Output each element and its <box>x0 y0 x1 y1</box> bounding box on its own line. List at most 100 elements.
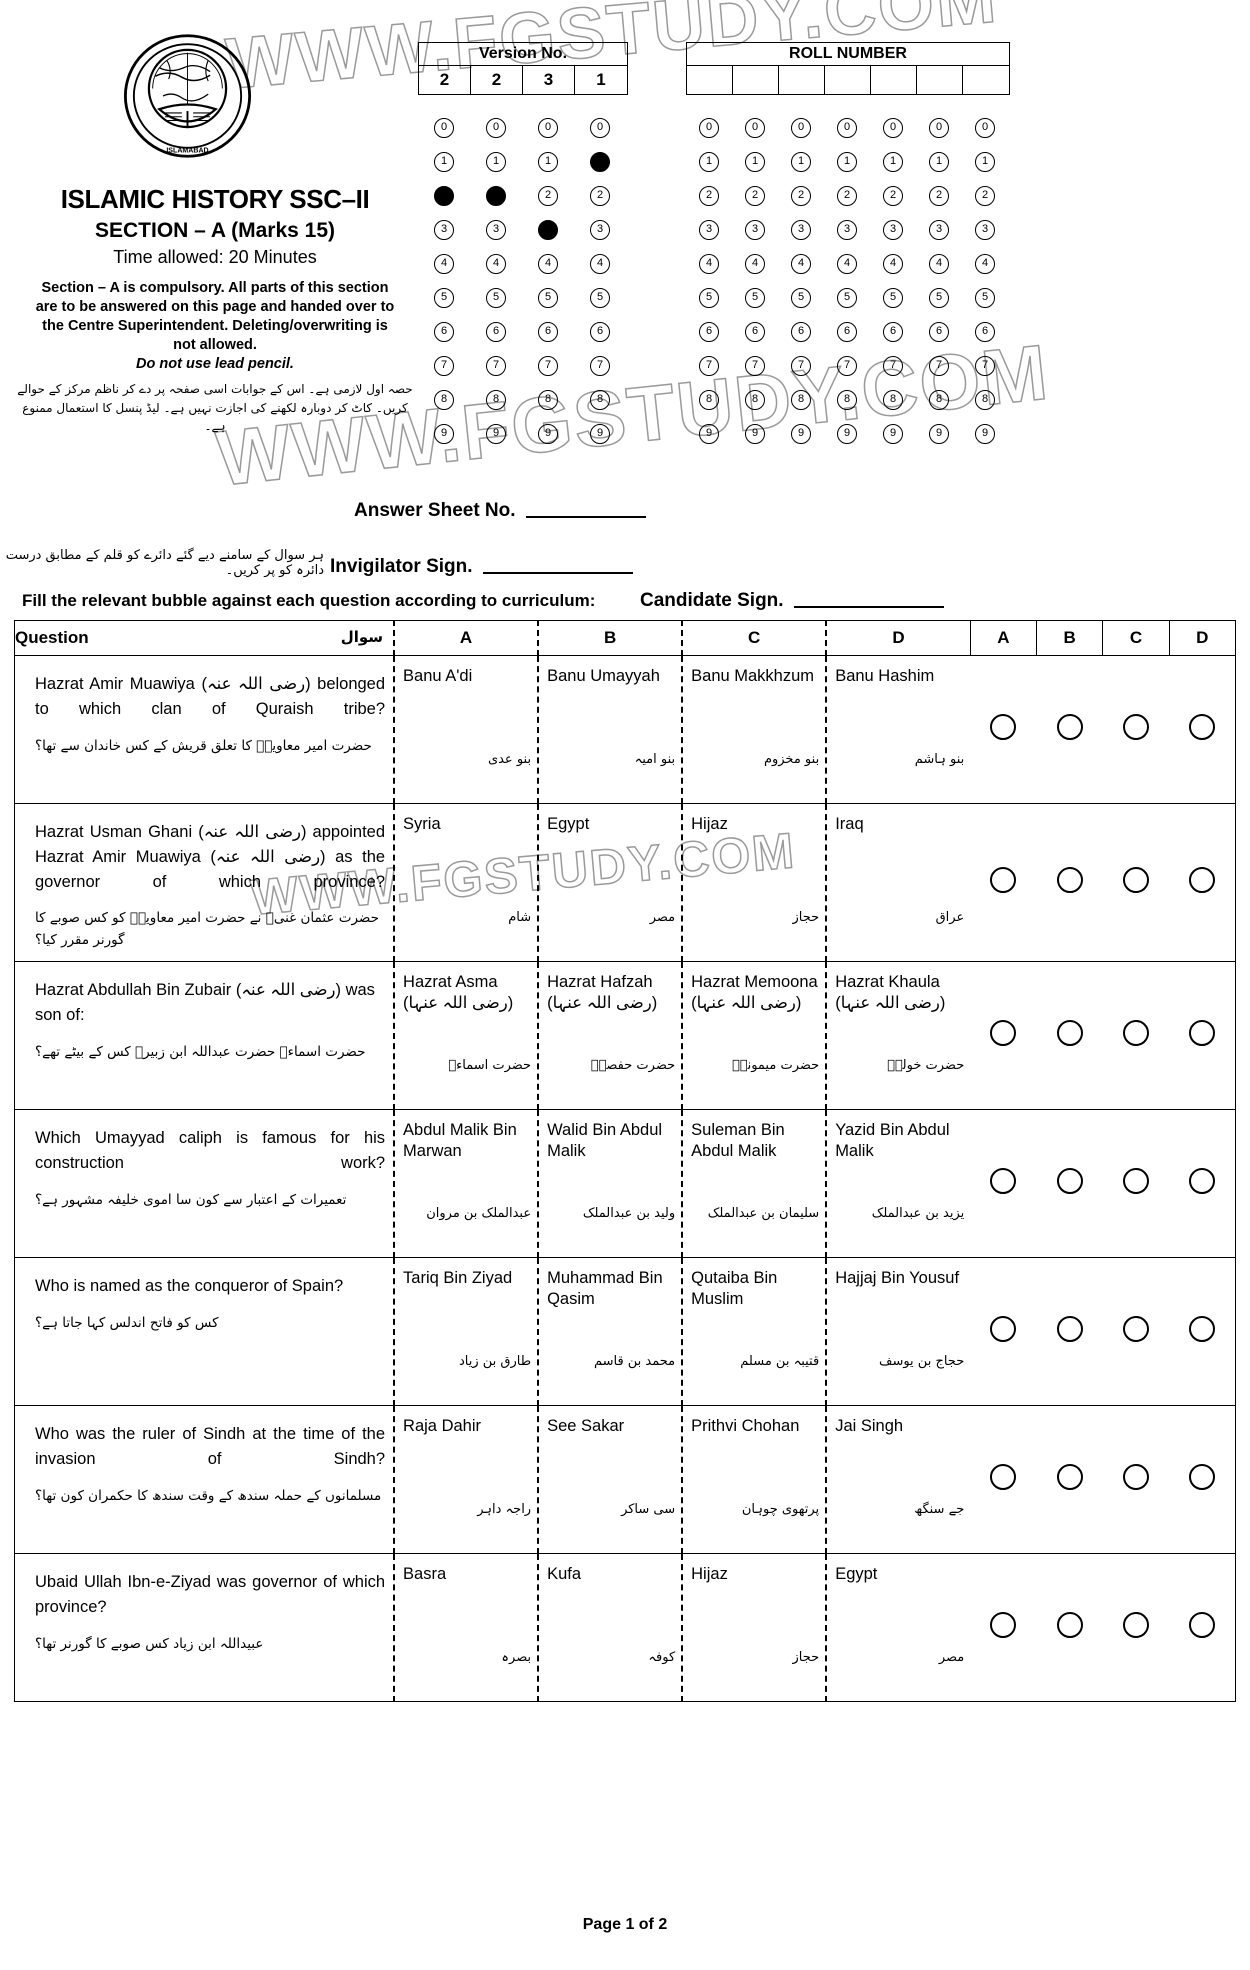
answer-bubble-cell-d[interactable] <box>1169 961 1237 1111</box>
version-bubble-cell[interactable]: 3 <box>418 213 470 247</box>
roll-bubble[interactable]: 4 <box>883 254 903 275</box>
version-bubble[interactable]: 1 <box>538 152 558 173</box>
roll-bubble[interactable]: 5 <box>791 288 811 309</box>
answer-bubble-cell-a[interactable] <box>970 1257 1037 1407</box>
roll-bubble-cell[interactable]: 7 <box>686 349 732 383</box>
roll-bubble-cell[interactable]: 3 <box>870 213 916 247</box>
roll-bubble-cell[interactable]: 1 <box>778 145 824 179</box>
roll-bubble[interactable]: 1 <box>929 152 949 173</box>
answer-bubble-a[interactable] <box>990 1168 1017 1195</box>
roll-bubble-cell[interactable]: 3 <box>962 213 1008 247</box>
version-bubble-cell[interactable]: 2 <box>418 179 470 213</box>
roll-bubble[interactable]: 7 <box>975 356 995 377</box>
roll-bubble-cell[interactable]: 3 <box>916 213 962 247</box>
roll-bubble-cell[interactable]: 1 <box>732 145 778 179</box>
roll-bubble-cell[interactable]: 2 <box>686 179 732 213</box>
version-bubble[interactable]: 8 <box>590 390 610 411</box>
roll-bubble-cell[interactable]: 8 <box>870 383 916 417</box>
roll-bubble[interactable]: 7 <box>699 356 719 377</box>
answer-bubble-cell-b[interactable] <box>1036 655 1103 804</box>
roll-bubble[interactable]: 6 <box>791 322 811 343</box>
version-bubble[interactable]: 1 <box>486 152 506 173</box>
version-bubble-cell[interactable]: 5 <box>470 281 522 315</box>
roll-bubble-cell[interactable]: 0 <box>686 111 732 145</box>
roll-bubble-cell[interactable]: 4 <box>870 247 916 281</box>
answer-bubble-b[interactable] <box>1056 1464 1083 1491</box>
roll-bubble-cell[interactable]: 3 <box>778 213 824 247</box>
answer-bubble-cell-d[interactable] <box>1169 1109 1237 1259</box>
roll-digit-cell[interactable] <box>917 66 963 95</box>
roll-bubble-cell[interactable]: 6 <box>686 315 732 349</box>
roll-digit-cell[interactable] <box>687 66 733 95</box>
roll-bubble-cell[interactable]: 7 <box>962 349 1008 383</box>
answer-bubble-cell-c[interactable] <box>1102 961 1170 1111</box>
answer-bubble-cell-c[interactable] <box>1102 655 1170 804</box>
roll-bubble[interactable]: 2 <box>745 186 765 207</box>
roll-bubble[interactable]: 5 <box>837 288 857 309</box>
version-bubble-cell[interactable]: 6 <box>418 315 470 349</box>
roll-bubble[interactable]: 2 <box>837 186 857 207</box>
answer-bubble-cell-d[interactable] <box>1169 1257 1237 1407</box>
answer-bubble-c[interactable] <box>1122 1316 1149 1343</box>
version-bubble-cell[interactable]: 5 <box>522 281 574 315</box>
answer-bubble-c[interactable] <box>1122 1168 1149 1195</box>
roll-bubble-cell[interactable]: 0 <box>732 111 778 145</box>
roll-bubble[interactable]: 5 <box>699 288 719 309</box>
roll-bubble-cell[interactable]: 4 <box>732 247 778 281</box>
roll-bubble-cell[interactable]: 9 <box>824 417 870 451</box>
roll-bubble[interactable]: 0 <box>791 118 811 139</box>
roll-bubble-cell[interactable]: 9 <box>962 417 1008 451</box>
version-bubble-cell[interactable]: 3 <box>522 213 574 247</box>
version-bubble-cell[interactable]: 1 <box>418 145 470 179</box>
answer-bubble-b[interactable] <box>1056 1316 1083 1343</box>
answer-bubble-a[interactable] <box>990 1020 1017 1047</box>
version-bubble-cell[interactable]: 9 <box>574 417 626 451</box>
roll-bubble[interactable]: 3 <box>791 220 811 241</box>
version-bubble-cell[interactable]: 8 <box>418 383 470 417</box>
roll-bubble[interactable]: 4 <box>745 254 765 275</box>
roll-bubble[interactable]: 2 <box>975 186 995 207</box>
answer-bubble-d[interactable] <box>1189 1612 1216 1639</box>
version-bubble[interactable]: 2 <box>590 186 610 207</box>
version-bubble-cell[interactable]: 3 <box>470 213 522 247</box>
roll-bubble[interactable]: 6 <box>883 322 903 343</box>
version-bubble-cell[interactable]: 5 <box>418 281 470 315</box>
roll-bubble[interactable]: 0 <box>837 118 857 139</box>
roll-bubble[interactable]: 9 <box>929 424 949 445</box>
roll-bubble-cell[interactable]: 8 <box>916 383 962 417</box>
roll-digit-cell[interactable] <box>871 66 917 95</box>
roll-bubble-cell[interactable]: 5 <box>916 281 962 315</box>
answer-bubble-c[interactable] <box>1122 1464 1149 1491</box>
roll-bubble[interactable]: 0 <box>975 118 995 139</box>
answer-bubble-cell-a[interactable] <box>970 1405 1037 1555</box>
version-bubble-cell[interactable]: 3 <box>574 213 626 247</box>
roll-digit-cell[interactable] <box>963 66 1009 94</box>
version-bubble[interactable]: 3 <box>538 220 558 241</box>
answer-bubble-cell-b[interactable] <box>1036 1553 1103 1703</box>
answer-bubble-cell-a[interactable] <box>970 1553 1037 1703</box>
roll-bubble-cell[interactable]: 9 <box>732 417 778 451</box>
answer-bubble-cell-b[interactable] <box>1036 1109 1103 1259</box>
version-bubble-cell[interactable]: 4 <box>470 247 522 281</box>
roll-bubble-cell[interactable]: 4 <box>916 247 962 281</box>
roll-bubble[interactable]: 2 <box>699 186 719 207</box>
version-bubble[interactable]: 4 <box>486 254 506 275</box>
roll-bubble[interactable]: 7 <box>837 356 857 377</box>
roll-bubble-cell[interactable]: 7 <box>824 349 870 383</box>
roll-digit-cell[interactable] <box>733 66 779 95</box>
answer-bubble-a[interactable] <box>990 1464 1017 1491</box>
version-bubble[interactable]: 4 <box>434 254 454 275</box>
roll-bubble-cell[interactable]: 0 <box>824 111 870 145</box>
version-bubble-grid[interactable]: 0 0 0 0 1 1 1 1 2 2 2 2 3 3 3 3 4 4 4 4 5 5 5 5 6 6 6 6 7 7 7 7 8 8 8 8 9 9 9 9 <box>418 111 628 451</box>
roll-bubble-cell[interactable]: 7 <box>732 349 778 383</box>
version-bubble[interactable]: 0 <box>590 118 610 139</box>
version-bubble-cell[interactable]: 4 <box>418 247 470 281</box>
roll-bubble-cell[interactable]: 9 <box>778 417 824 451</box>
answer-bubble-cell-c[interactable] <box>1102 1109 1170 1259</box>
roll-bubble[interactable]: 8 <box>883 390 903 411</box>
version-bubble[interactable]: 0 <box>486 118 506 139</box>
answer-bubble-cell-d[interactable] <box>1169 1405 1237 1555</box>
roll-bubble-cell[interactable]: 5 <box>778 281 824 315</box>
roll-bubble-cell[interactable]: 5 <box>962 281 1008 315</box>
roll-bubble-cell[interactable]: 4 <box>962 247 1008 281</box>
